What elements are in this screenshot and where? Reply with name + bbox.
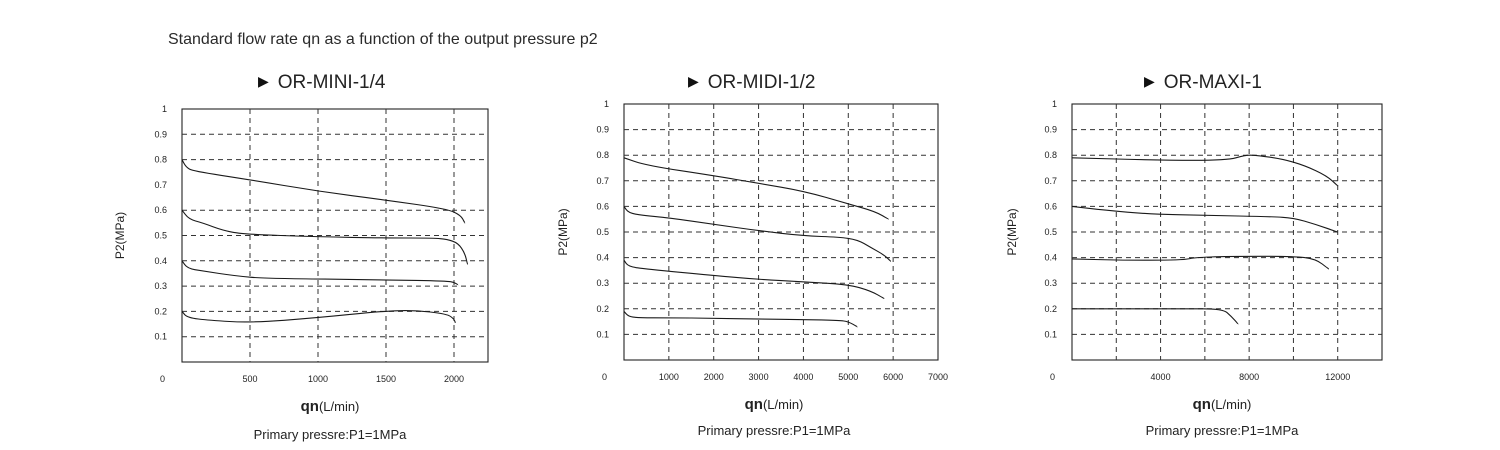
y-axis-label: P2(MPa) — [556, 208, 570, 255]
primary-pressure-note: Primary pressre:P1=1MPa — [254, 427, 408, 442]
panel-title-midi: ▶ OR-MIDI-1/2 — [688, 72, 815, 94]
y-tick-label: 0.5 — [1044, 227, 1057, 237]
y-tick-label: 0.2 — [154, 306, 167, 316]
flow-curve — [623, 206, 892, 262]
x-tick-label: 4000 — [1151, 372, 1171, 382]
page-title: Standard flow rate qn as a function of t… — [168, 31, 598, 48]
flow-curve — [181, 310, 456, 323]
play-triangle-icon: ▶ — [258, 73, 269, 89]
panel-title-maxi: ▶ OR-MAXI-1 — [1144, 72, 1262, 94]
y-tick-label: 0.8 — [1044, 150, 1057, 160]
x-tick-label: 1500 — [376, 374, 396, 384]
y-tick-label: 1 — [1052, 99, 1057, 109]
y-tick-label: 0.4 — [1044, 253, 1057, 263]
play-triangle-icon: ▶ — [1144, 73, 1155, 89]
x-tick-label: 3000 — [749, 372, 769, 382]
y-tick-label: 0.2 — [1044, 304, 1057, 314]
chart-title: OR-MIDI-1/2 — [707, 72, 816, 93]
x-tick-label: 1000 — [659, 372, 679, 382]
origin-label: 0 — [602, 372, 607, 382]
y-tick-label: 0.6 — [154, 205, 167, 215]
y-tick-label: 0.5 — [596, 227, 609, 237]
primary-pressure-note: Primary pressre:P1=1MPa — [1146, 423, 1300, 438]
flow-curve — [1071, 255, 1330, 270]
x-tick-label: 5000 — [838, 372, 858, 382]
y-tick-label: 0.9 — [154, 129, 167, 139]
primary-pressure-note: Primary pressre:P1=1MPa — [698, 423, 852, 438]
y-tick-label: 0.1 — [154, 332, 167, 342]
flow-curve — [623, 259, 885, 300]
chart-title: OR-MAXI-1 — [1163, 72, 1262, 93]
y-tick-label: 0.9 — [596, 125, 609, 135]
y-tick-label: 0.1 — [1044, 329, 1057, 339]
x-axis-label: qn(L/min) — [745, 396, 804, 413]
flow-curve — [181, 260, 459, 286]
x-tick-label: 8000 — [1239, 372, 1259, 382]
x-tick-label: 500 — [242, 374, 257, 384]
play-triangle-icon: ▶ — [688, 73, 699, 89]
x-tick-label: 7000 — [928, 372, 948, 382]
x-axis-label: qn(L/min) — [301, 398, 360, 415]
y-tick-label: 0.1 — [596, 329, 609, 339]
y-tick-label: 0.4 — [154, 256, 167, 266]
y-tick-label: 0.5 — [154, 231, 167, 241]
y-tick-label: 0.7 — [1044, 176, 1057, 186]
chart-title: OR-MINI-1/4 — [277, 72, 386, 93]
y-tick-label: 0.8 — [596, 150, 609, 160]
origin-label: 0 — [160, 374, 165, 384]
x-tick-label: 12000 — [1325, 372, 1350, 382]
y-tick-label: 0.7 — [154, 180, 167, 190]
y-tick-label: 1 — [604, 99, 609, 109]
flow-curve — [1071, 154, 1339, 187]
y-tick-label: 0.6 — [596, 201, 609, 211]
y-tick-label: 0.9 — [1044, 125, 1057, 135]
y-tick-label: 0.2 — [596, 304, 609, 314]
flow-curve — [181, 159, 466, 224]
x-tick-label: 2000 — [444, 374, 464, 384]
flow-curve — [623, 157, 890, 220]
flow-curve — [623, 311, 858, 328]
y-tick-label: 0.6 — [1044, 201, 1057, 211]
y-tick-label: 0.3 — [154, 281, 167, 291]
y-tick-label: 0.7 — [596, 176, 609, 186]
x-tick-label: 1000 — [308, 374, 328, 384]
y-axis-label: P2(MPa) — [113, 212, 127, 259]
y-tick-label: 0.3 — [1044, 278, 1057, 288]
y-tick-label: 0.8 — [154, 155, 167, 165]
x-tick-label: 6000 — [883, 372, 903, 382]
panel-title-mini: ▶ OR-MINI-1/4 — [258, 72, 385, 94]
flow-curve — [181, 209, 469, 266]
x-tick-label: 2000 — [704, 372, 724, 382]
y-tick-label: 0.3 — [596, 278, 609, 288]
x-axis-label: qn(L/min) — [1193, 396, 1252, 413]
flow-curve — [1072, 308, 1239, 325]
x-tick-label: 4000 — [793, 372, 813, 382]
y-axis-label: P2(MPa) — [1005, 208, 1019, 255]
origin-label: 0 — [1050, 372, 1055, 382]
y-tick-label: 1 — [162, 104, 167, 114]
y-tick-label: 0.4 — [596, 253, 609, 263]
flow-curve — [1071, 205, 1339, 233]
